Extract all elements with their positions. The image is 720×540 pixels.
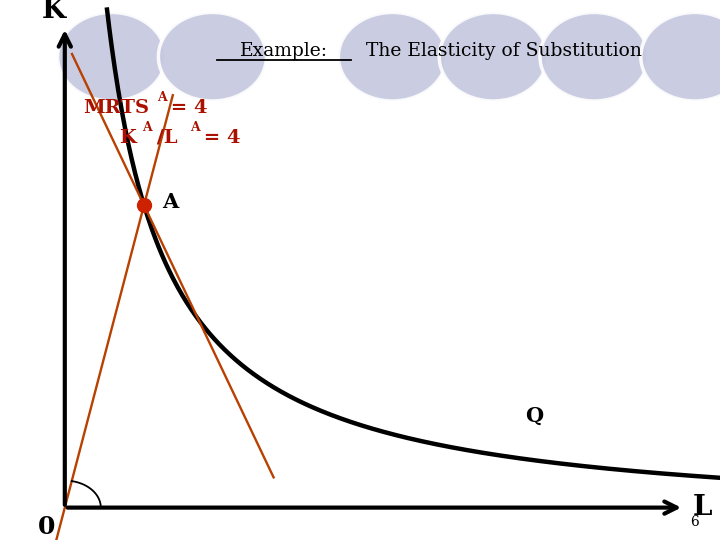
Text: 6: 6 — [690, 515, 698, 529]
Text: MRTS: MRTS — [83, 99, 149, 117]
Ellipse shape — [540, 12, 648, 101]
Text: The Elasticity of Substitution: The Elasticity of Substitution — [366, 42, 642, 60]
Text: /L: /L — [150, 129, 177, 147]
Text: = 4: = 4 — [197, 129, 240, 147]
Text: Q: Q — [526, 406, 544, 426]
Ellipse shape — [338, 12, 446, 101]
Text: L: L — [692, 494, 712, 521]
Text: 0: 0 — [38, 515, 55, 538]
Text: K: K — [119, 129, 135, 147]
Text: Example:: Example: — [240, 42, 328, 60]
Text: A: A — [190, 122, 200, 134]
Ellipse shape — [439, 12, 547, 101]
Text: = 4: = 4 — [164, 99, 207, 117]
Ellipse shape — [158, 12, 266, 101]
Text: A: A — [162, 192, 179, 213]
Text: A: A — [157, 91, 167, 104]
Ellipse shape — [58, 12, 166, 101]
Text: A: A — [143, 122, 153, 134]
Text: K: K — [42, 0, 66, 24]
Ellipse shape — [641, 12, 720, 101]
